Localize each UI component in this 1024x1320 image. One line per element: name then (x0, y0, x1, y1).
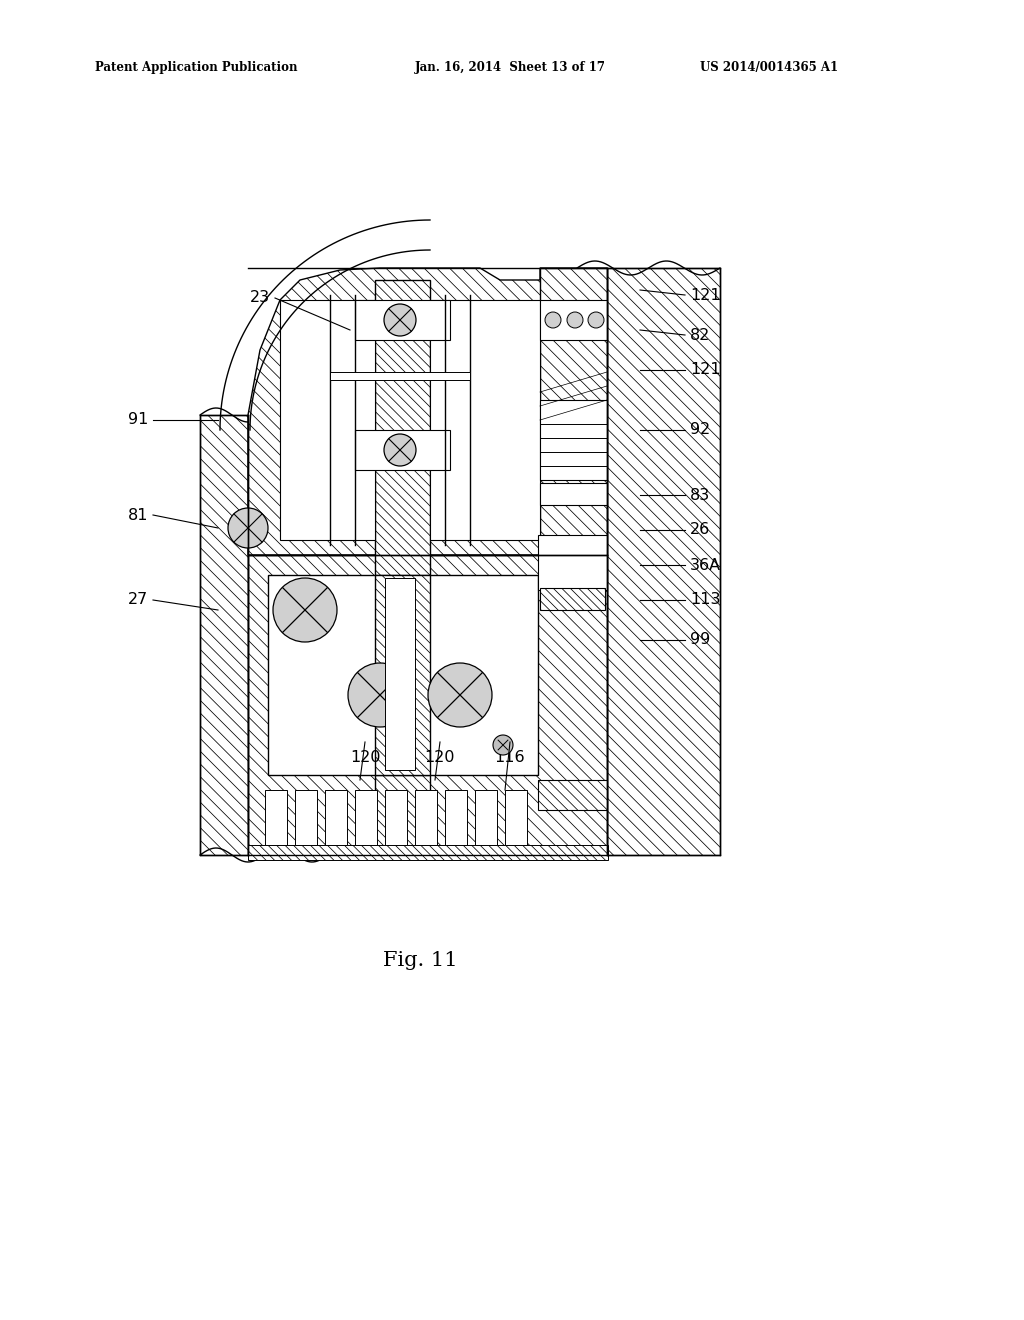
Text: 120: 120 (350, 750, 380, 766)
Text: Patent Application Publication: Patent Application Publication (95, 62, 298, 74)
Text: 27: 27 (128, 593, 148, 607)
Text: Jan. 16, 2014  Sheet 13 of 17: Jan. 16, 2014 Sheet 13 of 17 (415, 62, 606, 74)
Text: Fig. 11: Fig. 11 (383, 950, 458, 969)
Bar (538, 535, 607, 590)
Text: 99: 99 (690, 632, 711, 648)
Polygon shape (540, 587, 605, 610)
Circle shape (545, 312, 561, 327)
Bar (540, 483, 607, 506)
Circle shape (348, 663, 412, 727)
Bar (430, 300, 540, 540)
Circle shape (228, 508, 268, 548)
Text: 120: 120 (425, 750, 456, 766)
Text: 116: 116 (495, 750, 525, 766)
Bar (355, 789, 377, 845)
Bar (385, 789, 407, 845)
Text: 83: 83 (690, 487, 711, 503)
Polygon shape (248, 268, 607, 554)
Bar (268, 576, 538, 775)
Text: 91: 91 (128, 412, 148, 428)
Polygon shape (375, 576, 430, 775)
Polygon shape (375, 280, 430, 855)
Bar (295, 789, 317, 845)
Text: 81: 81 (128, 507, 148, 523)
Circle shape (273, 578, 337, 642)
Text: 23: 23 (250, 290, 270, 305)
Text: 92: 92 (690, 422, 711, 437)
Polygon shape (540, 268, 607, 554)
Polygon shape (248, 554, 607, 855)
Bar (475, 789, 497, 845)
Bar (325, 789, 347, 845)
Bar (355, 300, 450, 341)
Bar (505, 789, 527, 845)
Text: 26: 26 (690, 523, 711, 537)
Bar (445, 789, 467, 845)
Bar (415, 789, 437, 845)
Polygon shape (248, 845, 608, 861)
Text: 121: 121 (690, 288, 721, 302)
Text: 113: 113 (690, 593, 721, 607)
Polygon shape (538, 780, 607, 810)
Bar (330, 372, 470, 380)
Polygon shape (200, 414, 248, 855)
Circle shape (384, 304, 416, 337)
Text: 36A: 36A (690, 557, 721, 573)
Circle shape (428, 663, 492, 727)
Circle shape (567, 312, 583, 327)
Text: 121: 121 (690, 363, 721, 378)
Text: US 2014/0014365 A1: US 2014/0014365 A1 (700, 62, 838, 74)
Polygon shape (607, 268, 720, 855)
Bar (280, 300, 375, 540)
Bar (355, 430, 450, 470)
Bar (385, 578, 415, 770)
Bar (265, 789, 287, 845)
Text: 82: 82 (690, 327, 711, 342)
Bar (540, 400, 607, 480)
Circle shape (588, 312, 604, 327)
Circle shape (493, 735, 513, 755)
Bar (540, 300, 607, 341)
Circle shape (384, 434, 416, 466)
